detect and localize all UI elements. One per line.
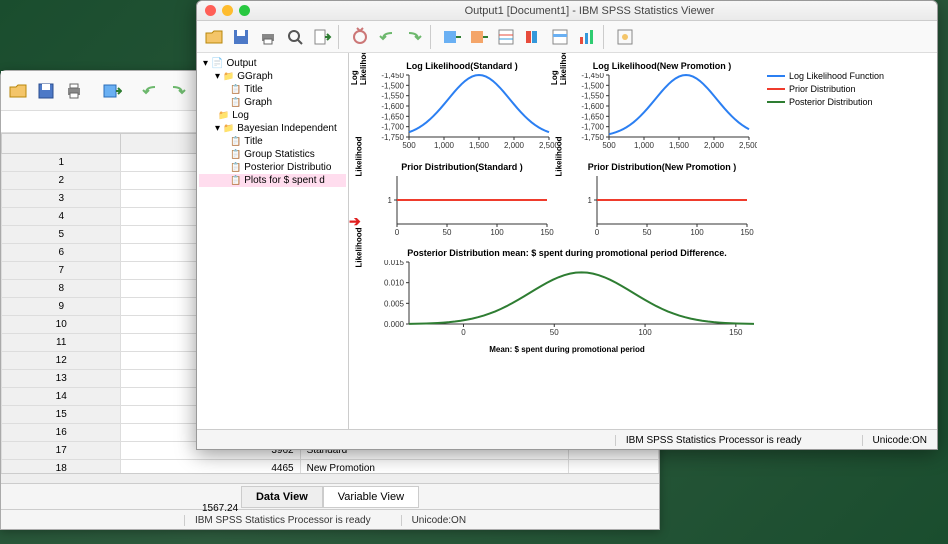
status-processor: IBM SPSS Statistics Processor is ready: [615, 435, 812, 446]
outline-tree[interactable]: ▾📄Output ▾📁GGraph📋Title📋Graph📁Log▾📁Bayes…: [197, 53, 349, 429]
vars-icon[interactable]: [493, 24, 519, 50]
chart-prior-new: Prior Distribution(New Promotion ) Likel…: [567, 162, 757, 242]
cell-value: 1567.24: [196, 501, 244, 516]
chart-prior-std: Prior Distribution(Standard ) Likelihood…: [367, 162, 557, 242]
insert-icon[interactable]: [547, 24, 573, 50]
chart-posterior: Posterior Distribution mean: $ spent dur…: [367, 248, 767, 354]
tree-item[interactable]: 📁Log: [199, 109, 346, 122]
save-icon[interactable]: [33, 78, 59, 104]
svg-text:0.015: 0.015: [384, 260, 405, 267]
svg-text:-1,450: -1,450: [581, 73, 604, 80]
svg-text:50: 50: [443, 228, 452, 237]
data-status-bar: IBM SPSS Statistics Processor is ready U…: [1, 509, 659, 531]
tree-item[interactable]: 📋Posterior Distributio: [199, 161, 346, 174]
window-title: Output1 [Document1] - IBM SPSS Statistic…: [250, 5, 929, 17]
svg-text:2,000: 2,000: [504, 141, 525, 150]
tree-item[interactable]: 📋Title: [199, 83, 346, 96]
data-tabs: Data View Variable View: [1, 483, 659, 509]
goto-icon[interactable]: [99, 78, 125, 104]
chart-loglik-new: Log Likelihood(New Promotion ) LogLikeli…: [567, 61, 757, 156]
export-icon[interactable]: [309, 24, 335, 50]
save-icon[interactable]: [228, 24, 254, 50]
svg-text:-1,550: -1,550: [381, 92, 404, 101]
svg-text:0.000: 0.000: [384, 320, 405, 329]
tab-variable-view[interactable]: Variable View: [323, 486, 419, 508]
tree-item[interactable]: ▾📁Bayesian Independent: [199, 122, 346, 135]
svg-text:500: 500: [602, 141, 616, 150]
svg-text:2,500: 2,500: [739, 141, 757, 150]
tab-data-view[interactable]: Data View: [241, 486, 323, 508]
svg-text:50: 50: [643, 228, 652, 237]
titlebar[interactable]: Output1 [Document1] - IBM SPSS Statistic…: [197, 1, 937, 21]
svg-text:100: 100: [690, 228, 704, 237]
recall-icon[interactable]: [347, 24, 373, 50]
svg-text:0.010: 0.010: [384, 279, 405, 288]
svg-text:0: 0: [595, 228, 600, 237]
svg-text:-1,500: -1,500: [381, 81, 404, 90]
svg-text:1: 1: [388, 196, 393, 205]
svg-text:-1,500: -1,500: [581, 81, 604, 90]
close-icon[interactable]: [205, 5, 216, 16]
tree-item[interactable]: 📋Group Statistics: [199, 148, 346, 161]
open-icon[interactable]: [5, 78, 31, 104]
svg-text:-1,650: -1,650: [381, 112, 404, 121]
tree-item[interactable]: 📋Graph: [199, 96, 346, 109]
svg-text:-1,700: -1,700: [581, 123, 604, 132]
goto-data-icon[interactable]: [439, 24, 465, 50]
tree-item[interactable]: ▾📁GGraph: [199, 70, 346, 83]
status-processor: IBM SPSS Statistics Processor is ready: [184, 515, 381, 526]
svg-text:1,000: 1,000: [634, 141, 655, 150]
tree-item[interactable]: 📋Plots for $ spent d: [199, 174, 346, 187]
svg-text:0: 0: [395, 228, 400, 237]
svg-text:150: 150: [729, 328, 743, 337]
designate-icon[interactable]: [612, 24, 638, 50]
chart-viewer[interactable]: ➔ Log Likelihood(Standard ) LogLikelihoo…: [349, 53, 937, 429]
svg-text:-1,450: -1,450: [381, 73, 404, 80]
svg-text:-1,550: -1,550: [581, 92, 604, 101]
svg-text:1: 1: [588, 196, 593, 205]
open-icon[interactable]: [201, 24, 227, 50]
redo-icon[interactable]: [165, 78, 191, 104]
undo-icon[interactable]: [137, 78, 163, 104]
tree-item[interactable]: 📋Title: [199, 135, 346, 148]
svg-text:-1,650: -1,650: [581, 112, 604, 121]
svg-text:-1,600: -1,600: [581, 102, 604, 111]
svg-text:50: 50: [550, 328, 559, 337]
svg-text:-1,700: -1,700: [381, 123, 404, 132]
svg-text:-1,750: -1,750: [381, 133, 404, 142]
print-icon[interactable]: [61, 78, 87, 104]
chart-loglik-std: Log Likelihood(Standard ) LogLikelihood …: [367, 61, 557, 156]
status-unicode: Unicode:ON: [862, 435, 937, 446]
chart-icon[interactable]: [574, 24, 600, 50]
select-icon[interactable]: [520, 24, 546, 50]
output-status-bar: IBM SPSS Statistics Processor is ready U…: [197, 429, 937, 451]
output-viewer-window: Output1 [Document1] - IBM SPSS Statistic…: [196, 0, 938, 450]
preview-icon[interactable]: [282, 24, 308, 50]
h-scrollbar[interactable]: [1, 473, 659, 483]
svg-text:100: 100: [638, 328, 652, 337]
svg-text:100: 100: [490, 228, 504, 237]
chart-legend: Log Likelihood FunctionPrior Distributio…: [767, 61, 884, 156]
undo-icon[interactable]: [374, 24, 400, 50]
status-unicode: Unicode:ON: [401, 515, 476, 526]
svg-text:2,000: 2,000: [704, 141, 725, 150]
svg-text:-1,600: -1,600: [381, 102, 404, 111]
svg-text:150: 150: [740, 228, 754, 237]
maximize-icon[interactable]: [239, 5, 250, 16]
svg-text:500: 500: [402, 141, 416, 150]
minimize-icon[interactable]: [222, 5, 233, 16]
svg-text:-1,750: -1,750: [581, 133, 604, 142]
svg-text:0: 0: [461, 328, 466, 337]
goto-case-icon[interactable]: [466, 24, 492, 50]
svg-text:0.005: 0.005: [384, 299, 405, 308]
svg-text:1,500: 1,500: [669, 141, 690, 150]
svg-text:1,500: 1,500: [469, 141, 490, 150]
svg-text:1,000: 1,000: [434, 141, 455, 150]
tree-root[interactable]: ▾📄Output: [199, 57, 346, 70]
redo-icon[interactable]: [401, 24, 427, 50]
print-icon[interactable]: [255, 24, 281, 50]
svg-text:150: 150: [540, 228, 554, 237]
output-toolbar: [197, 21, 937, 53]
